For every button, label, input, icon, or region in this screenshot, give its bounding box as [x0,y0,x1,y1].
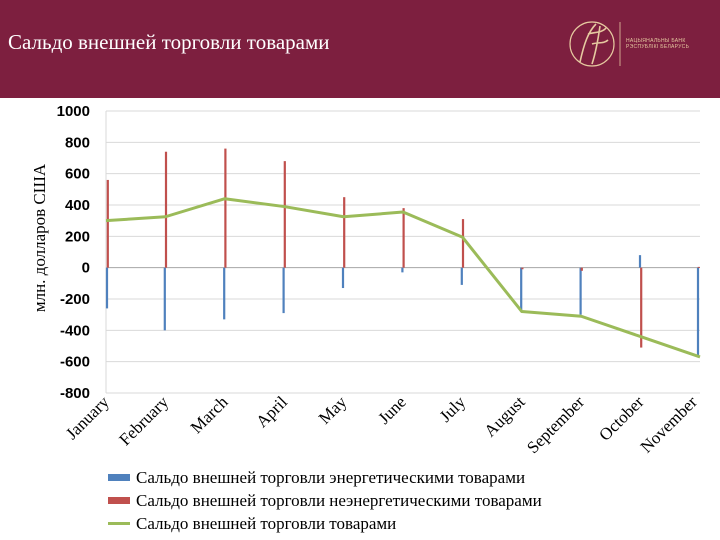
y-tick-label: 0 [82,260,90,277]
x-axis-categories: January February March April May June July Augu… [62,392,701,457]
bar-non-energy [283,161,286,268]
bar-non-energy [640,267,643,348]
x-category-label: June [374,392,409,427]
y-tick-label: -200 [60,291,90,308]
legend-label-non-energy: Сальдо внешней торговли неэнергетическим… [136,490,542,510]
x-category-label: July [436,392,470,426]
bar-energy [579,267,582,315]
bar-energy [163,267,166,331]
y-tick-label: 200 [65,228,90,245]
x-category-label: November [637,392,701,456]
x-category-label: August [480,392,528,440]
x-category-label: October [595,392,647,444]
legend-swatch-energy [108,474,130,481]
y-axis-label: млн. долларов США [30,163,49,312]
y-axis-ticks: 1000 800 600 400 200 0 -200 -400 -600 -800 [57,103,90,402]
bar-energy [341,267,345,289]
y-tick-label: 400 [65,197,90,214]
y-tick-label: -600 [60,354,90,371]
y-tick-label: 1000 [57,103,90,120]
bar-non-energy [106,179,109,268]
legend-label-energy: Сальдо внешней торговли энергетическими … [136,467,526,487]
legend-label-total: Сальдо внешней торговли товарами [136,513,397,533]
legend-swatch-non-energy [108,497,130,504]
y-tick-label: -400 [60,322,90,339]
header-banner: Сальдо внешней торговли товарами НАЦЫЯНА… [0,0,720,98]
bar-energy [401,267,404,273]
bar-energy [520,267,523,310]
legend-item-non-energy: Сальдо внешней торговли неэнергетическим… [108,489,542,512]
x-category-label: May [315,392,351,428]
legend-item-total: Сальдо внешней торговли товарами [108,512,542,535]
line-total-series [105,197,701,359]
bar-non-energy [580,267,583,271]
bar-energy [696,267,700,356]
bar-non-energy [164,151,168,268]
x-category-label: September [523,392,588,457]
y-tick-label: 800 [65,134,90,151]
x-category-label: March [187,392,232,437]
bars [105,148,700,356]
y-tick-label: -800 [60,385,90,402]
x-category-label: February [115,392,172,449]
bar-non-energy [343,197,346,268]
bar-energy [460,267,463,285]
page-title: Сальдо внешней торговли товарами [8,30,330,54]
grid-lines [105,110,700,394]
bar-energy [282,267,285,314]
legend: Сальдо внешней торговли энергетическими … [108,466,542,535]
y-tick-label: 600 [65,166,90,183]
bar-non-energy [461,219,465,268]
bar-non-energy [521,267,524,270]
bar-non-energy [697,266,700,268]
bar-energy [638,255,642,268]
legend-swatch-total [108,522,130,525]
total-line [105,197,701,359]
bank-name-logotype: НАЦЫЯНАЛЬНЫ БАНК РЭСПУБЛІКІ БЕЛАРУСЬ [626,38,690,50]
bar-non-energy [402,208,405,268]
bar-energy [105,267,109,309]
legend-item-energy: Сальдо внешней торговли энергетическими … [108,466,542,489]
bar-non-energy [224,148,227,268]
bank-logo-icon [569,21,621,67]
x-category-label: April [252,392,291,431]
bar-energy [223,267,226,320]
